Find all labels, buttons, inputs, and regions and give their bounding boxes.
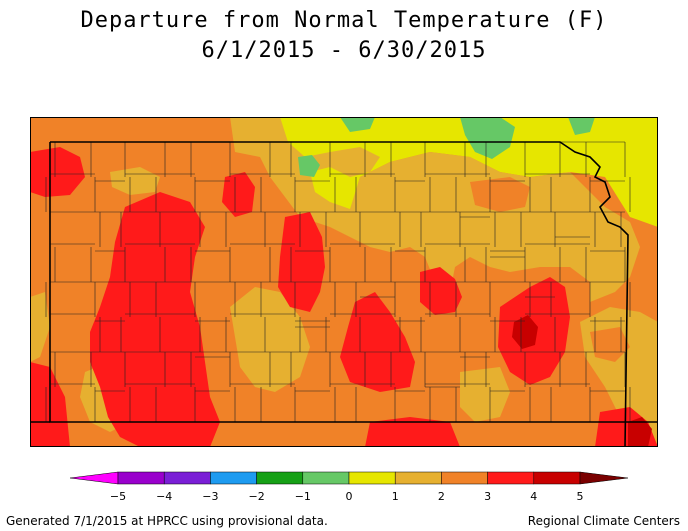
zone-below-0-northeast [460,117,515,159]
generated-note: Generated 7/1/2015 at HPRCC using provis… [6,514,328,528]
zone-below-0-north [340,117,375,132]
legend-tick-label: 1 [392,490,399,503]
legend-tick-label: 3 [484,490,491,503]
zone-3-4-central-strip [278,212,325,312]
legend-swatch [302,471,350,485]
zone-4-5-southeast-core [512,315,538,349]
zone-2-3-ne-pocket [470,177,530,212]
temperature-departure-map [30,117,658,447]
legend-tick-label: −4 [156,490,172,503]
zone-3-4-northcentral [222,172,255,217]
legend-tick-label: 4 [530,490,537,503]
state-boundaries [30,141,658,447]
zone-below-0-nw-small [298,155,320,177]
source-credit: Regional Climate Centers [527,514,680,528]
zone-1-2-west-edge [30,292,50,362]
zone-3-4-south-edge [365,417,460,447]
legend-swatch [210,471,257,485]
zone-1-2-southeast [460,367,510,422]
zone-3-4-east-central [420,267,462,315]
legend-swatch [394,471,442,485]
map-subtitle: 6/1/2015 - 6/30/2015 [201,38,487,63]
legend-arrow-low [69,471,119,485]
legend-swatch [441,471,488,485]
legend-tick-label: −3 [202,490,218,503]
legend-swatch [487,471,535,485]
legend-swatch [348,471,396,485]
legend-tick-label: 2 [438,490,445,503]
legend-swatch [163,471,211,485]
zone-2-3-east-pocket [590,327,630,362]
legend-tick-label: 5 [577,490,584,503]
legend-tick-label: −5 [110,490,126,503]
legend-tick-label: 0 [346,490,353,503]
legend-swatch [256,471,304,485]
county-boundaries [45,141,631,423]
zone-3-4-west-large [90,192,220,447]
zone-4-5-se-corner [628,417,652,447]
legend-tick-label: −1 [295,490,311,503]
zone-1-2-north [230,117,640,302]
zone-3-4-northwest [30,147,85,197]
legend-swatch [117,471,165,485]
color-scale-legend: −5 −4 −3 −2 −1 0 1 2 3 4 5 [69,471,629,503]
legend-arrow-high [579,471,629,485]
zone-below-0-ne-corner [568,117,595,135]
map-title: Departure from Normal Temperature (F) [80,8,608,33]
legend-swatch [533,471,581,485]
legend-tick-label: −2 [248,490,264,503]
zone-1-2-south-central [230,287,310,392]
zone-3-4-south-central [340,292,415,392]
